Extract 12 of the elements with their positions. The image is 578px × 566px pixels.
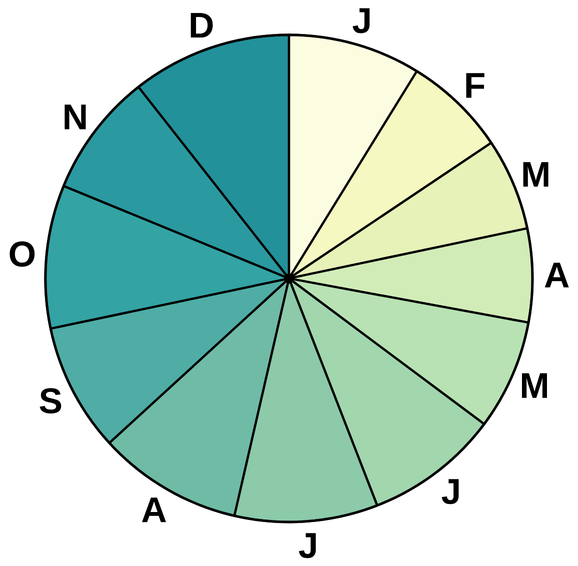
slice-label: S <box>40 388 62 414</box>
slice-label: J <box>352 8 370 34</box>
slice-label: A <box>142 497 166 522</box>
slice-label: D <box>190 12 213 38</box>
slice-label: M <box>522 373 547 398</box>
slice-label: F <box>466 72 484 98</box>
slice-label: M <box>523 162 548 186</box>
slice-label: O <box>10 241 35 267</box>
slice-label: A <box>544 262 569 288</box>
slice-label: N <box>64 104 86 130</box>
slice-label: J <box>298 532 316 558</box>
slice-label: J <box>442 478 459 504</box>
